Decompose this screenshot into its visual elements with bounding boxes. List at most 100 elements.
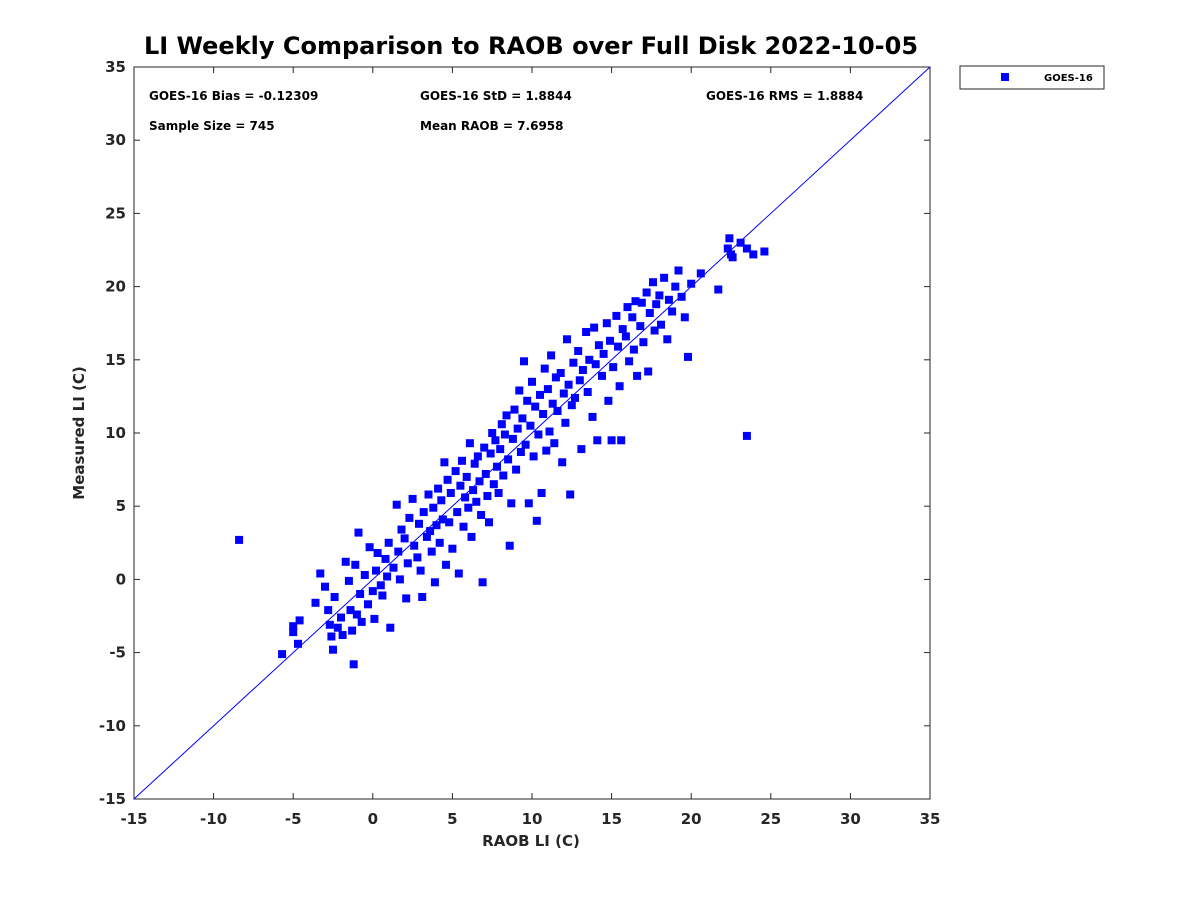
data-point: [494, 489, 503, 497]
data-point: [486, 449, 495, 458]
x-tick-label: -5: [285, 810, 302, 828]
data-point: [602, 319, 611, 328]
y-tick-label: 5: [116, 497, 126, 515]
y-tick-label: -10: [99, 717, 126, 735]
data-point: [408, 494, 417, 503]
data-point: [520, 357, 528, 366]
data-point: [443, 475, 452, 484]
data-point: [612, 311, 621, 320]
data-point: [567, 401, 576, 410]
data-point: [655, 291, 664, 300]
x-axis-label: RAOB LI (C): [482, 832, 580, 850]
data-point: [539, 410, 548, 418]
data-point: [625, 357, 634, 366]
data-point: [321, 582, 329, 591]
data-point: [631, 297, 640, 306]
data-point: [289, 622, 298, 631]
data-point: [618, 325, 627, 334]
stat-std: GOES-16 StD = 1.8844: [420, 89, 572, 103]
data-point: [376, 581, 385, 590]
data-point: [438, 515, 447, 524]
x-tick-label: 30: [840, 810, 861, 828]
data-point: [352, 610, 361, 619]
data-point: [381, 554, 390, 563]
data-point: [295, 616, 304, 625]
y-tick-label: -15: [99, 790, 126, 808]
data-point: [435, 538, 444, 547]
data-point: [316, 569, 325, 578]
data-point: [677, 292, 686, 301]
data-point: [725, 234, 734, 243]
data-point: [674, 266, 683, 275]
data-point: [663, 335, 672, 344]
stat-sample-size: Sample Size = 745: [149, 119, 275, 133]
data-point: [696, 269, 705, 278]
one-to-one-reference-line: [133, 66, 931, 800]
legend-box: [959, 65, 1105, 90]
data-point: [415, 519, 423, 528]
data-point: [327, 632, 336, 641]
data-point: [483, 492, 492, 500]
y-tick-label: -5: [109, 644, 126, 662]
data-point: [330, 593, 339, 601]
data-point: [448, 544, 457, 553]
data-point: [325, 620, 334, 629]
x-tick-label: 20: [681, 810, 702, 828]
data-point: [531, 402, 540, 411]
data-point: [637, 298, 646, 307]
data-point: [604, 396, 613, 405]
data-point: [529, 452, 538, 461]
data-point: [344, 576, 353, 585]
data-point: [413, 553, 422, 562]
data-point: [459, 522, 468, 531]
data-point: [464, 503, 473, 512]
data-point: [561, 418, 570, 427]
data-point: [564, 380, 573, 389]
x-tick-label: 15: [601, 810, 622, 828]
data-point: [458, 456, 466, 465]
data-point: [370, 614, 379, 623]
data-point: [394, 547, 403, 556]
data-point: [660, 273, 669, 282]
data-point: [639, 338, 648, 347]
data-point: [574, 347, 583, 355]
data-point: [585, 355, 594, 364]
data-point: [289, 628, 298, 637]
data-point: [392, 500, 401, 509]
data-point: [599, 349, 608, 358]
data-point: [491, 436, 500, 445]
data-point: [410, 541, 419, 550]
data-point: [346, 606, 355, 615]
data-point: [418, 593, 427, 601]
data-point: [593, 436, 602, 445]
legend-label: GOES-16: [1044, 73, 1093, 84]
data-point: [543, 385, 552, 394]
data-point: [445, 518, 454, 527]
data-point: [338, 631, 347, 639]
x-tick-label: -15: [120, 810, 147, 828]
data-point: [742, 244, 751, 253]
data-points: [235, 234, 769, 669]
data-point: [664, 295, 673, 304]
x-tick-label: 25: [760, 810, 781, 828]
data-point: [591, 360, 600, 369]
data-point: [504, 455, 513, 464]
data-point: [497, 420, 506, 429]
x-tick-label: 10: [522, 810, 543, 828]
data-point: [642, 288, 651, 297]
data-point: [578, 366, 587, 374]
data-point: [621, 332, 630, 341]
legend: GOES-16: [959, 65, 1105, 90]
data-point: [680, 313, 689, 322]
data-point: [629, 345, 638, 354]
data-point: [728, 253, 737, 262]
data-point: [454, 569, 463, 578]
data-point: [329, 645, 337, 654]
data-point: [395, 575, 404, 584]
data-point: [606, 336, 614, 345]
data-point: [397, 525, 406, 534]
data-point: [389, 563, 398, 572]
stat-bias: GOES-16 Bias = -0.12309: [149, 89, 318, 103]
data-point: [671, 282, 680, 291]
